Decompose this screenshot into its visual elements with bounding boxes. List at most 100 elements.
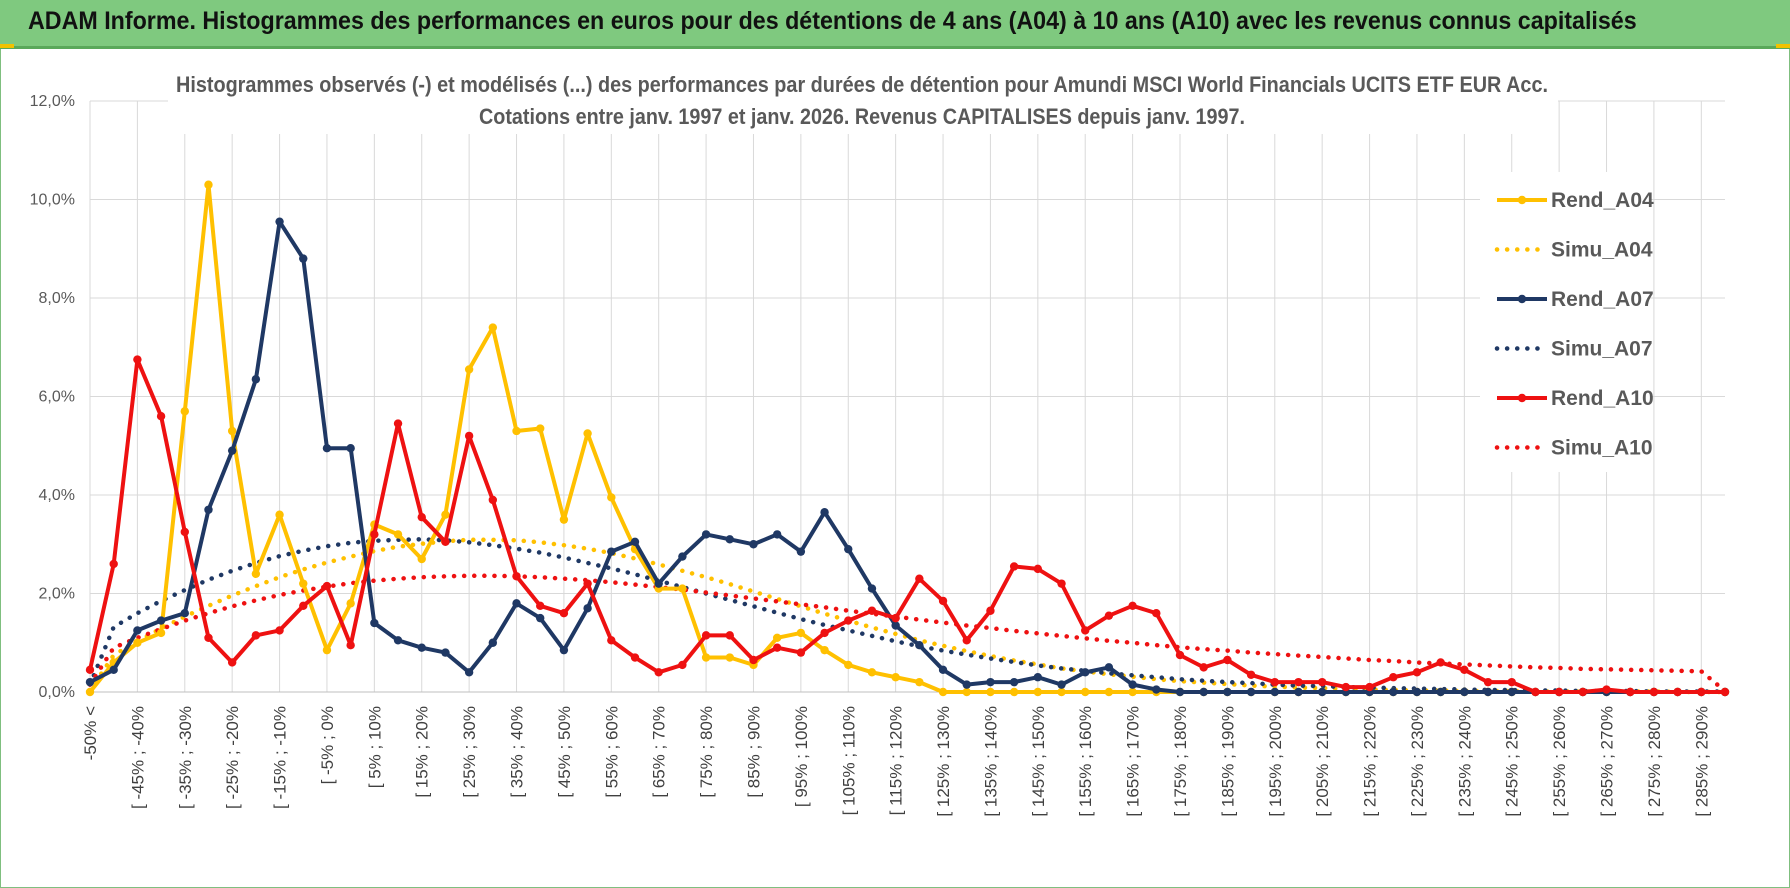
x-tick-label: [ 5% ; 10%: [365, 706, 384, 788]
rend-a04-marker: [464, 365, 474, 374]
rend-a07-marker: [1152, 685, 1161, 694]
rend-a07-marker: [891, 621, 900, 630]
legend-marker-rend-a04: [1517, 195, 1527, 205]
rend-a10-marker: [1460, 665, 1469, 675]
rend-a07-marker: [725, 535, 734, 544]
rend-a04-marker: [393, 530, 403, 539]
rend-a10-marker: [1697, 687, 1706, 697]
x-tick-label: [ 255% ; 260%: [1550, 706, 1569, 817]
rend-a07-marker: [1104, 663, 1114, 672]
legend-label-simu-a07: Simu_A07: [1551, 338, 1653, 361]
rend-a07-marker: [393, 636, 403, 645]
x-tick-label: [ 185% ; 190%: [1218, 706, 1237, 817]
rend-a10-marker: [1578, 687, 1588, 697]
rend-a10-marker: [85, 665, 95, 675]
x-tick-label: [ 115% ; 120%: [887, 706, 906, 815]
rend-a04-marker: [1081, 687, 1090, 697]
rend-a10-marker: [1128, 601, 1137, 611]
x-tick-label: [ 105% ; 110%: [839, 706, 858, 815]
rend-a10-marker: [938, 596, 948, 606]
rend-a04-marker: [583, 429, 592, 438]
simu-a07-line: [87, 537, 1728, 694]
legend-label-simu-a04: Simu_A04: [1551, 239, 1653, 262]
rend-a10-marker: [346, 641, 355, 650]
rend-a07-marker: [1246, 687, 1256, 697]
rend-a04-marker: [156, 628, 166, 638]
rend-a10-marker: [1365, 682, 1374, 692]
rend-a07-marker: [630, 537, 640, 546]
x-tick-label: [ 285% ; 290%: [1692, 706, 1711, 817]
rend-a04-marker: [346, 599, 355, 608]
x-tick-label: [ 195% ; 200%: [1266, 706, 1285, 817]
x-tick-label: [ 165% ; 170%: [1124, 706, 1143, 817]
rend-a07-marker: [1436, 687, 1445, 697]
rend-a10-marker: [299, 601, 308, 611]
rend-a10-marker: [393, 419, 403, 428]
x-tick-label: [ 175% ; 180%: [1171, 706, 1190, 817]
y-tick-label: 2,0%: [39, 586, 75, 603]
y-tick-label: 8,0%: [39, 290, 75, 307]
rend-a10-marker: [1199, 663, 1208, 672]
simu-a04-line: [87, 537, 1728, 695]
rend-a10-marker: [1507, 677, 1516, 687]
x-tick-label: [ 155% ; 160%: [1076, 706, 1095, 817]
rend-a04-marker: [1033, 687, 1043, 697]
rend-a07-marker: [346, 444, 355, 453]
legend-label-rend-a10: Rend_A10: [1551, 387, 1654, 410]
rend-a10-marker: [607, 636, 616, 645]
rend-a10-marker: [322, 581, 332, 591]
rend-a07-marker: [796, 547, 806, 556]
x-tick-label: [ -35% ; -30%: [176, 706, 195, 809]
chart-title-background: [168, 64, 1558, 134]
rend-a04-marker: [251, 569, 261, 578]
rend-a10-marker: [204, 633, 213, 643]
x-tick-label: [ -15% ; -10%: [271, 706, 290, 809]
x-tick-label: [ 65% ; 70%: [650, 706, 669, 798]
rend-a10-marker: [654, 668, 663, 677]
rend-a10-marker: [915, 574, 924, 583]
rend-a07-marker: [180, 609, 189, 618]
legend-marker-rend-a07: [1517, 294, 1527, 304]
rend-a10-marker: [1246, 670, 1256, 679]
x-tick-label: [ 25% ; 30%: [460, 706, 479, 798]
rend-a04-marker: [133, 638, 142, 647]
rend-a10-marker: [1152, 609, 1161, 618]
rend-a07-marker: [1081, 668, 1090, 677]
rend-a10-marker: [156, 412, 166, 421]
rend-a07-marker: [607, 547, 616, 556]
rend-a10-marker: [441, 537, 450, 546]
rend-a07-marker: [1507, 687, 1516, 697]
rend-a04-marker: [1057, 687, 1066, 697]
x-tick-label: [ -45% ; -40%: [128, 706, 147, 809]
title-banner: ADAM Informe. Histogrammes des performan…: [0, 0, 1790, 49]
banner-title: ADAM Informe. Histogrammes des performan…: [28, 7, 1637, 35]
x-tick-label: [ 245% ; 250%: [1503, 706, 1522, 817]
rend-a10-marker: [275, 626, 284, 635]
rend-a10-marker: [1673, 687, 1682, 697]
rend-a07-marker: [441, 648, 450, 657]
legend[interactable]: Rend_A04 Simu_A04 Rend_A07 Simu_A07 Rend_A10…: [1494, 189, 1654, 460]
rend-a10-marker: [678, 660, 687, 670]
rend-a10-marker: [583, 579, 592, 588]
rend-a10-marker: [227, 658, 237, 667]
rend-a10-marker: [1270, 677, 1279, 687]
rend-a04-marker: [725, 653, 734, 662]
rend-a04-marker: [962, 687, 971, 697]
corner-mark-right: [1776, 44, 1790, 48]
x-tick-label: [ 15% ; 20%: [413, 706, 432, 798]
rend-a07-marker: [1317, 687, 1327, 697]
rend-a10-marker: [1294, 677, 1303, 687]
rend-a04-line: [88, 182, 1725, 694]
legend-label-rend-a07: Rend_A07: [1551, 288, 1654, 311]
rend-a10-marker: [251, 631, 261, 640]
rend-a07-marker: [322, 444, 332, 453]
rend-a07-marker: [1033, 673, 1043, 682]
chart-subtitle: Cotations entre janv. 1997 et janv. 2026…: [479, 104, 1245, 129]
y-tick-label: 0,0%: [39, 684, 75, 701]
rend-a10-marker: [109, 559, 118, 569]
y-axis: 0,0% 2,0% 4,0% 6,0% 8,0% 10,0% 12,0%: [30, 93, 75, 701]
rend-a04-marker: [986, 687, 995, 697]
rend-a10-marker: [1554, 687, 1564, 697]
rend-a10-marker: [1009, 562, 1019, 571]
rend-a07-marker: [464, 668, 474, 677]
